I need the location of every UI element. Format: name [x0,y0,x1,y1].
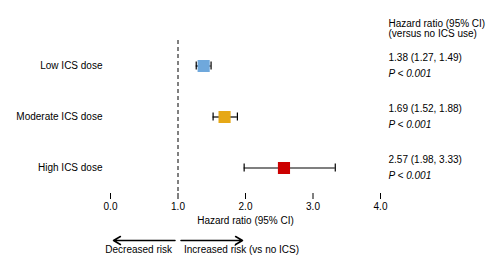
svg-text:Hazard ratio (95% CI): Hazard ratio (95% CI) [197,215,294,226]
svg-text:High ICS dose: High ICS dose [38,162,103,173]
svg-text:Moderate ICS dose: Moderate ICS dose [16,111,103,122]
svg-text:P < 0.001: P < 0.001 [389,119,432,130]
svg-text:0.0: 0.0 [104,201,118,212]
svg-text:2.0: 2.0 [239,201,253,212]
svg-text:P < 0.001: P < 0.001 [389,170,432,181]
svg-text:2.57 (1.98, 3.33): 2.57 (1.98, 3.33) [389,154,462,165]
svg-text:Hazard ratio (95% CI)(versus n: Hazard ratio (95% CI)(versus no ICS use) [389,18,486,39]
svg-text:P < 0.001: P < 0.001 [389,68,432,79]
svg-text:Low ICS dose: Low ICS dose [40,60,103,71]
svg-text:3.0: 3.0 [306,201,320,212]
svg-text:1.38 (1.27, 1.49): 1.38 (1.27, 1.49) [389,52,462,63]
svg-text:1.69 (1.52, 1.88): 1.69 (1.52, 1.88) [389,103,462,114]
svg-text:Decreased risk: Decreased risk [105,244,173,255]
svg-text:1.0: 1.0 [171,201,185,212]
svg-text:4.0: 4.0 [374,201,388,212]
svg-text:Increased risk (vs no ICS): Increased risk (vs no ICS) [184,244,299,255]
